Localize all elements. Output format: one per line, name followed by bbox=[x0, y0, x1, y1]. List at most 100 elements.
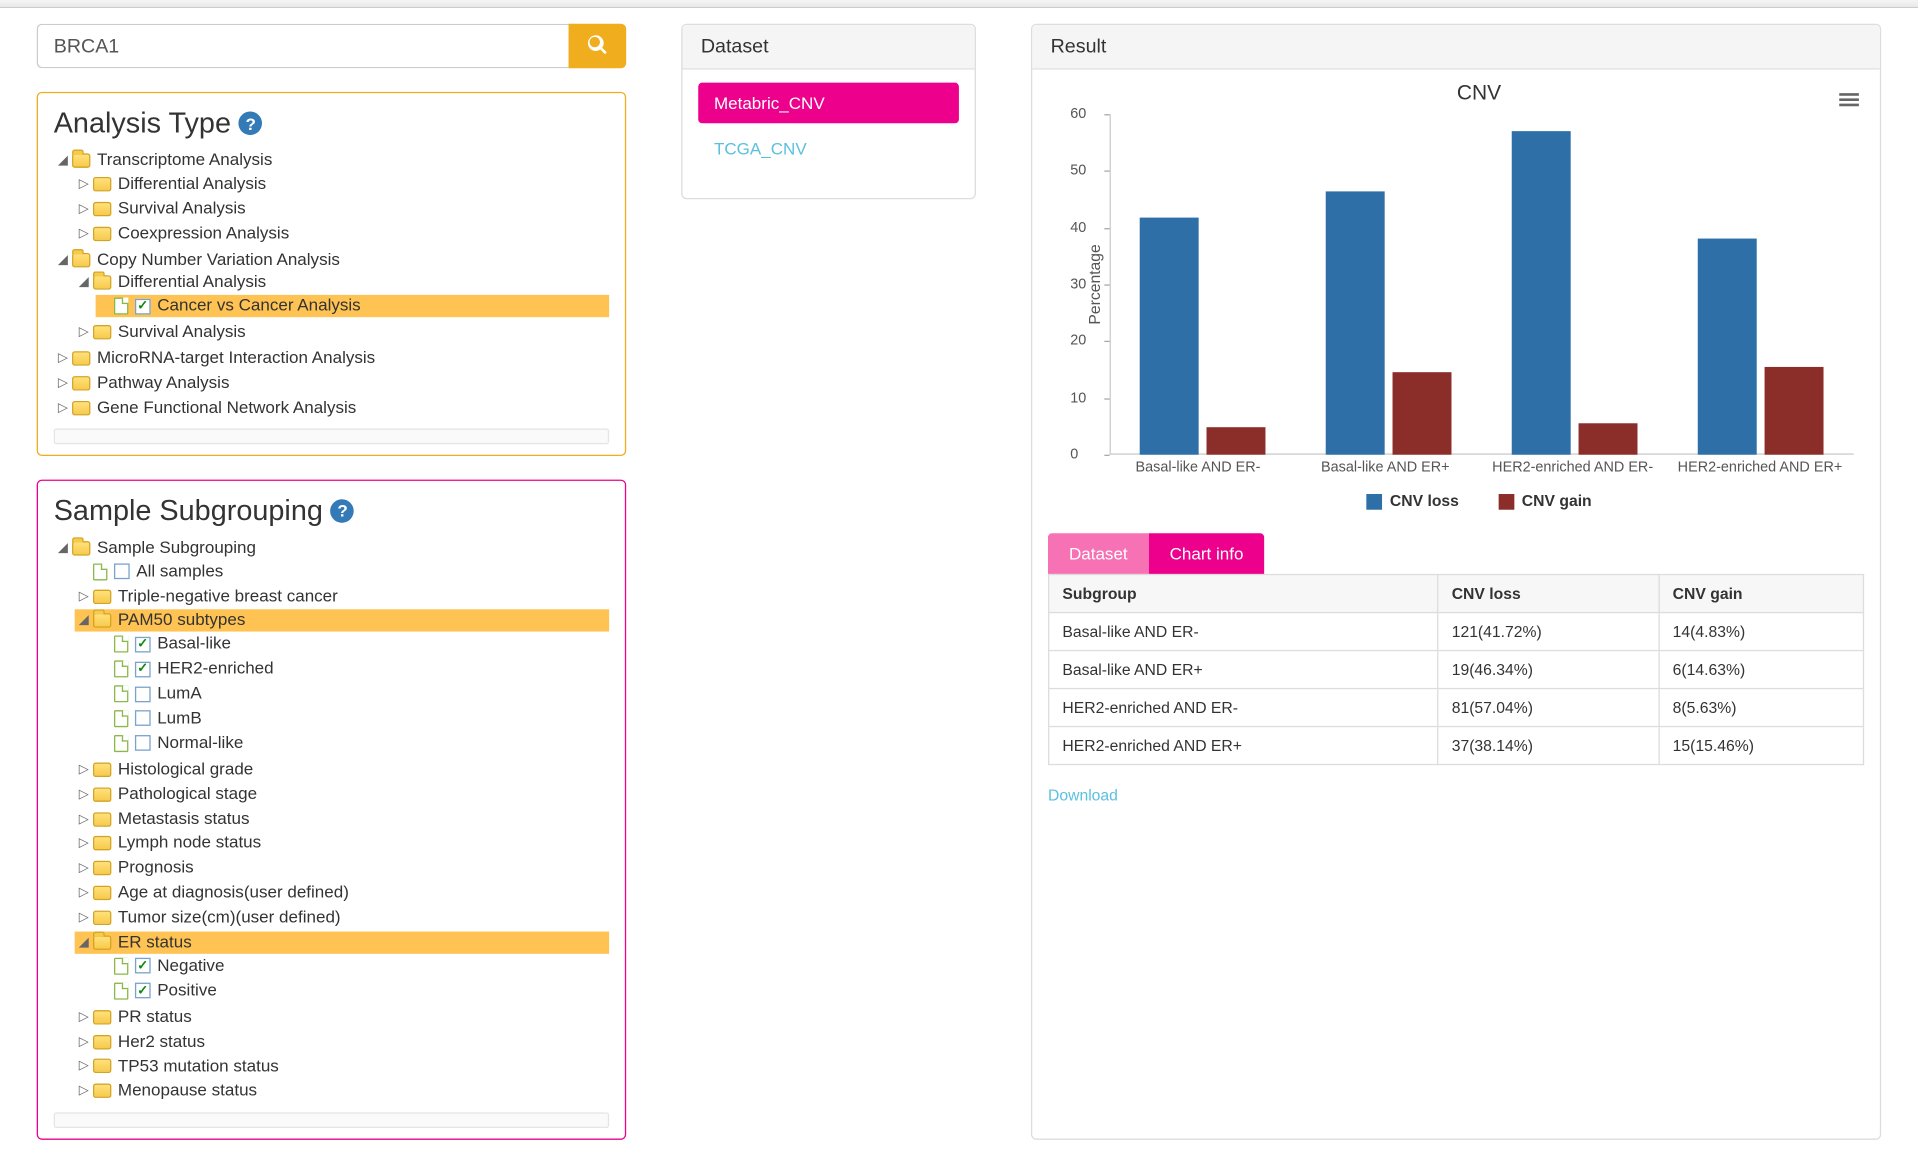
file-icon bbox=[114, 735, 128, 752]
checkbox[interactable] bbox=[135, 711, 151, 727]
tree-node[interactable]: ▷Menopause status bbox=[75, 1080, 609, 1102]
dataset-item[interactable]: Metabric_CNV bbox=[698, 83, 959, 124]
checkbox[interactable] bbox=[135, 686, 151, 702]
tree-node[interactable]: ▷PR status bbox=[75, 1006, 609, 1028]
tree-node[interactable]: ▷Differential Analysis bbox=[75, 173, 609, 195]
tab-dataset[interactable]: Dataset bbox=[1048, 533, 1149, 574]
y-tick: 0 bbox=[1070, 447, 1078, 463]
tree-node[interactable]: ▷Pathological stage bbox=[75, 783, 609, 805]
tree-leaf[interactable]: LumB bbox=[96, 708, 610, 730]
tree-node[interactable]: ▷MicroRNA-target Interaction Analysis bbox=[54, 347, 609, 369]
help-icon[interactable]: ? bbox=[239, 111, 263, 135]
folder-icon bbox=[93, 226, 111, 240]
tree-node[interactable]: ▷Triple-negative breast cancer bbox=[75, 585, 609, 607]
help-icon[interactable]: ? bbox=[331, 499, 355, 523]
tree-label: Basal-like bbox=[157, 633, 231, 655]
tree-node[interactable]: ▷Pathway Analysis bbox=[54, 372, 609, 394]
chart-bar[interactable] bbox=[1511, 131, 1571, 455]
tree-node[interactable]: ◢ER status bbox=[75, 932, 609, 954]
tree-label: Histological grade bbox=[118, 758, 253, 780]
chart-bar[interactable] bbox=[1697, 238, 1757, 454]
chart-menu-icon[interactable] bbox=[1839, 91, 1859, 109]
checkbox[interactable]: ✓ bbox=[135, 983, 151, 999]
chart-bar[interactable] bbox=[1325, 192, 1385, 455]
tree-node[interactable]: ▷Prognosis bbox=[75, 857, 609, 879]
tree-node[interactable]: ▷Histological grade bbox=[75, 758, 609, 780]
tree-leaf[interactable]: Normal-like bbox=[96, 732, 610, 754]
search-icon bbox=[587, 34, 608, 59]
tree-leaf[interactable]: ✓ Basal-like bbox=[96, 633, 610, 655]
tree-node[interactable]: ▷Coexpression Analysis bbox=[75, 222, 609, 244]
tree-leaf[interactable]: ✓Positive bbox=[96, 980, 610, 1002]
tree-label: Sample Subgrouping bbox=[97, 537, 256, 559]
checkbox[interactable]: ✓ bbox=[135, 958, 151, 974]
tree-node[interactable]: ▷Survival Analysis bbox=[75, 321, 609, 343]
file-icon bbox=[93, 563, 107, 580]
search-input[interactable] bbox=[37, 24, 569, 69]
tree-label: PAM50 subtypes bbox=[118, 610, 245, 632]
subgroup-tree[interactable]: ◢Sample SubgroupingAll samples ▷Triple-ne… bbox=[54, 536, 609, 1105]
tree-leaf[interactable]: ✓Negative bbox=[96, 955, 610, 977]
folder-icon bbox=[72, 153, 90, 167]
folder-icon bbox=[93, 202, 111, 216]
analysis-type-title: Analysis Type bbox=[54, 106, 231, 140]
checkbox[interactable] bbox=[135, 736, 151, 752]
chart-bar[interactable] bbox=[1139, 218, 1199, 455]
x-category: HER2-enriched AND ER+ bbox=[1666, 460, 1853, 476]
folder-icon bbox=[93, 886, 111, 900]
folder-icon bbox=[93, 589, 111, 603]
checkbox[interactable]: ✓ bbox=[135, 637, 151, 653]
checkbox[interactable]: ✓ bbox=[135, 299, 151, 315]
chart-bar[interactable] bbox=[1578, 423, 1638, 455]
file-icon bbox=[114, 710, 128, 727]
tab-chart-info[interactable]: Chart info bbox=[1149, 533, 1265, 574]
tree-node[interactable]: ◢PAM50 subtypes bbox=[75, 610, 609, 632]
dataset-item[interactable]: TCGA_CNV bbox=[698, 129, 959, 170]
tree-leaf[interactable]: LumA bbox=[96, 683, 610, 705]
tree-leaf[interactable]: ✓ Cancer vs Cancer Analysis bbox=[96, 295, 610, 317]
legend-item[interactable]: CNV loss bbox=[1366, 491, 1459, 509]
tree-label: Copy Number Variation Analysis bbox=[97, 248, 340, 270]
tree-node[interactable]: ▷Tumor size(cm)(user defined) bbox=[75, 907, 609, 929]
dataset-panel: Dataset Metabric_CNV TCGA_CNV bbox=[681, 24, 976, 200]
tree-node[interactable]: ◢Sample Subgrouping bbox=[54, 537, 609, 559]
tree-label: Transcriptome Analysis bbox=[97, 149, 272, 171]
tree-node[interactable]: ◢Transcriptome Analysis bbox=[54, 149, 609, 171]
chart-bar[interactable] bbox=[1392, 372, 1452, 455]
tree-node[interactable]: ▷TP53 mutation status bbox=[75, 1055, 609, 1077]
horizontal-scrollbar[interactable] bbox=[54, 1113, 609, 1129]
chart-legend[interactable]: CNV loss CNV gain bbox=[1104, 491, 1853, 509]
checkbox[interactable] bbox=[114, 564, 130, 580]
tree-label: Gene Functional Network Analysis bbox=[97, 397, 356, 419]
tree-leaf[interactable]: ✓HER2-enriched bbox=[96, 658, 610, 680]
tree-label: Coexpression Analysis bbox=[118, 222, 289, 244]
folder-icon bbox=[72, 351, 90, 365]
download-link[interactable]: Download bbox=[1032, 776, 1880, 815]
tree-node[interactable]: ◢Copy Number Variation Analysis bbox=[54, 248, 609, 270]
y-tick: 60 bbox=[1070, 106, 1086, 122]
folder-icon bbox=[93, 614, 111, 628]
tree-node[interactable]: ▷Lymph node status bbox=[75, 833, 609, 855]
file-icon bbox=[114, 958, 128, 975]
tree-node[interactable]: ◢Differential Analysis bbox=[75, 272, 609, 294]
tree-node[interactable]: ▷Metastasis status bbox=[75, 808, 609, 830]
tree-leaf[interactable]: All samples bbox=[75, 560, 609, 582]
legend-item[interactable]: CNV gain bbox=[1498, 491, 1591, 509]
chart-bar[interactable] bbox=[1206, 427, 1266, 454]
tree-node[interactable]: ▷Age at diagnosis(user defined) bbox=[75, 882, 609, 904]
horizontal-scrollbar[interactable] bbox=[54, 428, 609, 444]
tree-node[interactable]: ▷Her2 status bbox=[75, 1031, 609, 1053]
search-button[interactable] bbox=[569, 24, 627, 69]
tree-node[interactable]: ▷Gene Functional Network Analysis bbox=[54, 397, 609, 419]
tree-node[interactable]: ▷Survival Analysis bbox=[75, 198, 609, 220]
table-cell: 19(46.34%) bbox=[1438, 651, 1659, 689]
result-panel-title: Result bbox=[1032, 25, 1880, 70]
dataset-panel-title: Dataset bbox=[683, 25, 975, 70]
tree-label: Cancer vs Cancer Analysis bbox=[157, 295, 361, 317]
table-row: HER2-enriched AND ER-81(57.04%)8(5.63%) bbox=[1049, 689, 1864, 727]
chart-bar[interactable] bbox=[1764, 367, 1824, 455]
analysis-tree[interactable]: ◢Transcriptome Analysis▷Differential Ana… bbox=[54, 148, 609, 420]
checkbox[interactable]: ✓ bbox=[135, 661, 151, 677]
y-tick: 10 bbox=[1070, 390, 1086, 406]
y-tick: 30 bbox=[1070, 277, 1086, 293]
